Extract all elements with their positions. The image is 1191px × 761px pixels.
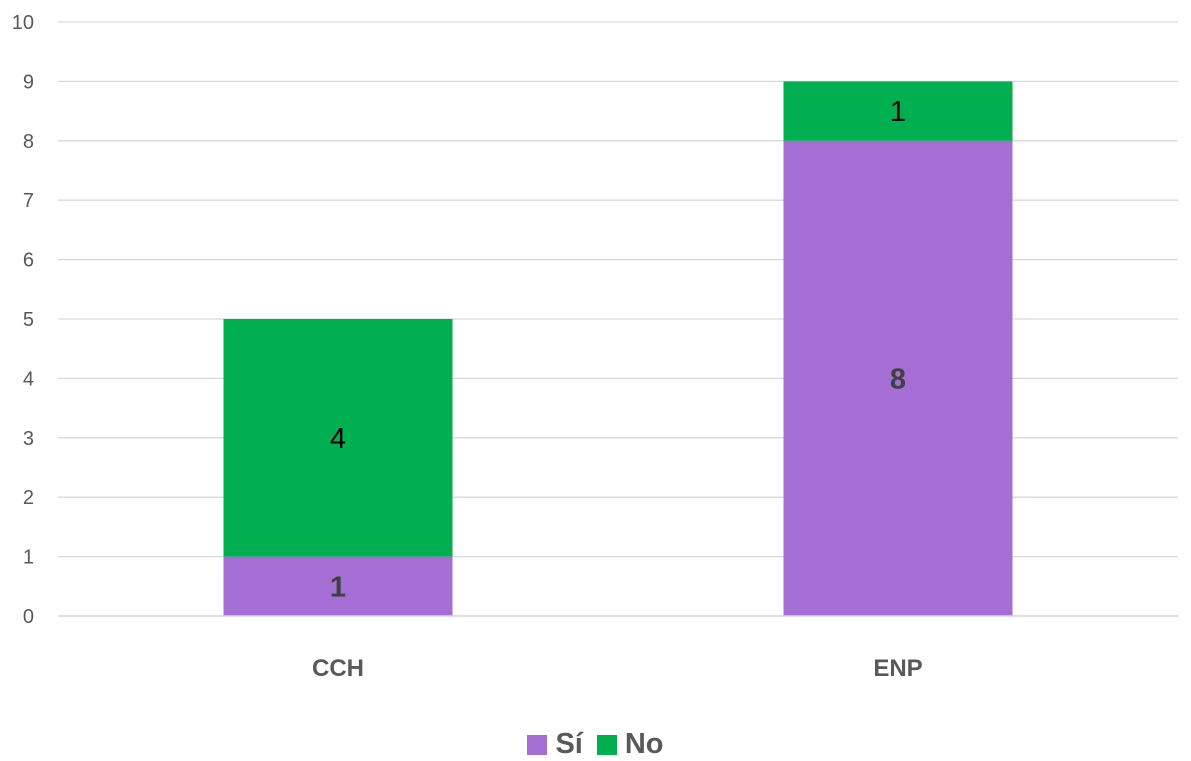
y-tick-label: 2 (23, 487, 34, 509)
legend-swatch (527, 734, 548, 755)
legend: Sí No (0, 728, 1191, 761)
y-axis: 0 1 2 3 4 5 6 7 8 9 10 (12, 12, 34, 628)
legend-item: No (596, 728, 664, 761)
data-label: 4 (330, 423, 346, 455)
legend-label: Sí (555, 728, 583, 760)
data-label: 8 (890, 363, 906, 395)
x-tick-label: ENP (873, 655, 922, 682)
legend-item: Sí (527, 728, 583, 761)
data-label: 1 (330, 571, 346, 603)
bars: 1 4 8 1 (223, 81, 1013, 617)
data-label: 1 (890, 96, 906, 128)
y-tick-label: 3 (23, 428, 34, 450)
y-tick-label: 6 (23, 250, 34, 272)
y-tick-label: 8 (23, 131, 34, 153)
legend-label: No (624, 728, 664, 760)
y-tick-label: 7 (23, 190, 34, 212)
x-tick-label: CCH (312, 655, 364, 682)
bar-segment (223, 319, 453, 557)
y-tick-label: 5 (23, 309, 34, 331)
bar-segment (783, 81, 1013, 141)
y-tick-label: 9 (23, 71, 34, 93)
legend-swatch (596, 734, 617, 755)
y-tick-label: 4 (23, 368, 34, 390)
bar-segment (783, 140, 1013, 617)
y-tick-label: 0 (23, 606, 34, 628)
y-tick-label: 1 (23, 547, 34, 569)
bar-segment (223, 556, 453, 616)
y-tick-label: 10 (12, 12, 34, 34)
x-axis: CCH ENP (58, 615, 1178, 682)
